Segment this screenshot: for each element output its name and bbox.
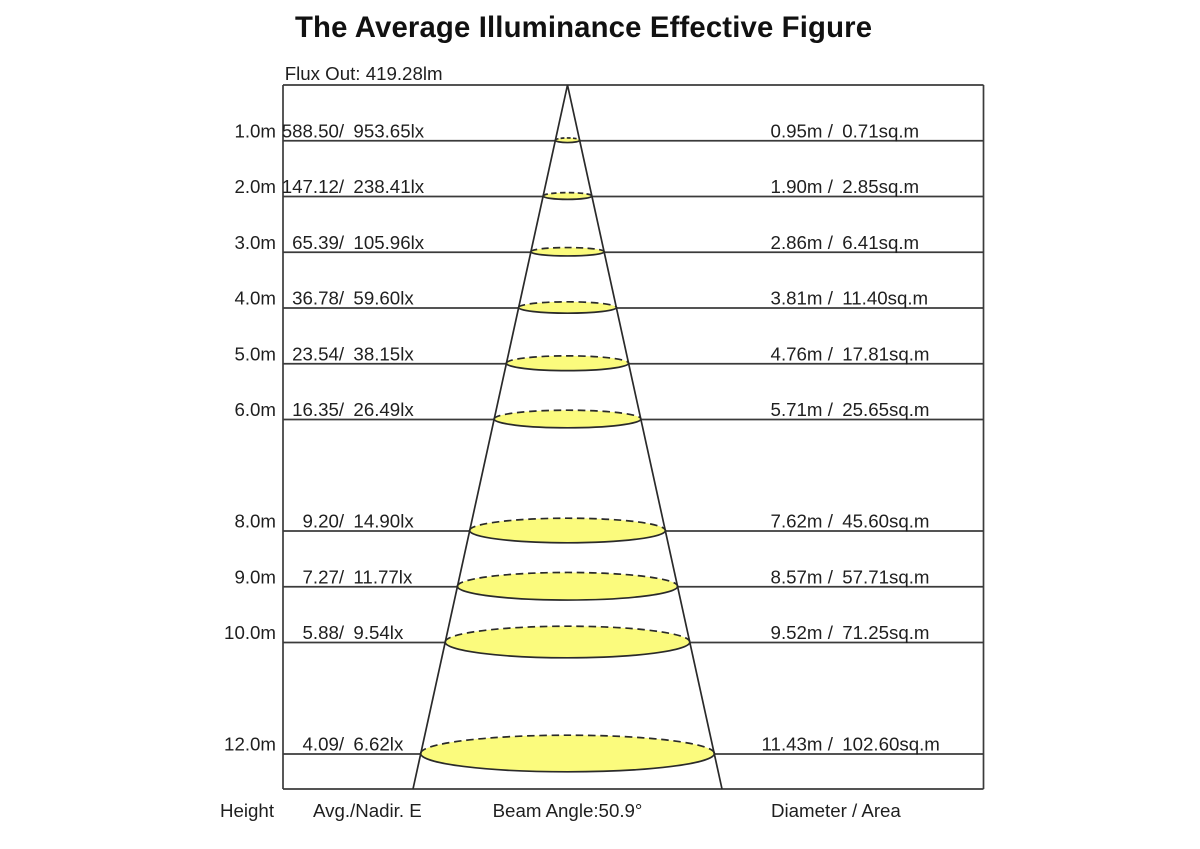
svg-text:5.71m: 5.71m — [771, 399, 823, 420]
svg-text:/ 11.77lx: / 11.77lx — [339, 566, 413, 587]
svg-text:The Average Illuminance Effect: The Average Illuminance Effective Figure — [295, 11, 872, 44]
svg-text:2.0m: 2.0m — [234, 176, 276, 197]
svg-text:/ 57.71sq.m: / 57.71sq.m — [828, 566, 930, 587]
svg-text:12.0m: 12.0m — [224, 734, 276, 755]
svg-text:/ 45.60sq.m: / 45.60sq.m — [828, 511, 930, 532]
svg-text:147.12: 147.12 — [282, 176, 339, 197]
svg-text:9.0m: 9.0m — [234, 566, 276, 587]
svg-text:7.27: 7.27 — [303, 566, 339, 587]
svg-text:65.39: 65.39 — [292, 232, 339, 253]
svg-text:3.81m: 3.81m — [771, 288, 823, 309]
svg-text:1.0m: 1.0m — [234, 120, 276, 141]
svg-text:7.62m: 7.62m — [771, 511, 823, 532]
svg-text:Diameter / Area: Diameter / Area — [771, 800, 901, 821]
svg-text:/ 105.96lx: / 105.96lx — [339, 232, 425, 253]
svg-text:/ 9.54lx: / 9.54lx — [339, 622, 404, 643]
svg-text:Avg./Nadir. E: Avg./Nadir. E — [313, 800, 422, 821]
svg-text:Height: Height — [220, 800, 275, 821]
svg-text:3.0m: 3.0m — [234, 232, 276, 253]
svg-text:/ 14.90lx: / 14.90lx — [339, 511, 414, 532]
svg-text:9.20: 9.20 — [303, 511, 339, 532]
svg-text:/ 6.62lx: / 6.62lx — [339, 734, 404, 755]
svg-text:/ 11.40sq.m: / 11.40sq.m — [828, 288, 928, 309]
svg-text:5.0m: 5.0m — [234, 343, 276, 364]
svg-text:/ 59.60lx: / 59.60lx — [339, 288, 414, 309]
svg-text:/ 2.85sq.m: / 2.85sq.m — [828, 176, 919, 197]
svg-text:36.78: 36.78 — [292, 288, 339, 309]
svg-text:4.0m: 4.0m — [234, 288, 276, 309]
svg-text:8.57m: 8.57m — [771, 566, 823, 587]
svg-text:/ 71.25sq.m: / 71.25sq.m — [828, 622, 930, 643]
svg-text:/ 953.65lx: / 953.65lx — [339, 120, 425, 141]
svg-text:6.0m: 6.0m — [234, 399, 276, 420]
svg-text:5.88: 5.88 — [303, 622, 339, 643]
svg-text:4.76m: 4.76m — [771, 343, 823, 364]
svg-text:8.0m: 8.0m — [234, 511, 276, 532]
svg-text:1.90m: 1.90m — [771, 176, 823, 197]
svg-text:2.86m: 2.86m — [771, 232, 823, 253]
svg-text:/ 25.65sq.m: / 25.65sq.m — [828, 399, 930, 420]
svg-text:/ 26.49lx: / 26.49lx — [339, 399, 414, 420]
svg-text:/ 102.60sq.m: / 102.60sq.m — [828, 734, 940, 755]
svg-text:10.0m: 10.0m — [224, 622, 276, 643]
svg-text:588.50: 588.50 — [282, 120, 339, 141]
svg-text:16.35: 16.35 — [292, 399, 339, 420]
svg-text:23.54: 23.54 — [292, 343, 339, 364]
svg-text:Beam Angle:50.9°: Beam Angle:50.9° — [493, 800, 643, 821]
svg-text:/ 238.41lx: / 238.41lx — [339, 176, 425, 197]
svg-text:Flux Out: 419.28lm: Flux Out: 419.28lm — [285, 63, 443, 84]
svg-text:/ 0.71sq.m: / 0.71sq.m — [828, 120, 919, 141]
svg-text:/ 6.41sq.m: / 6.41sq.m — [828, 232, 919, 253]
svg-text:0.95m: 0.95m — [771, 120, 823, 141]
svg-text:4.09: 4.09 — [303, 734, 339, 755]
svg-text:11.43m: 11.43m — [762, 734, 823, 755]
svg-text:/ 17.81sq.m: / 17.81sq.m — [828, 343, 930, 364]
svg-text:9.52m: 9.52m — [771, 622, 823, 643]
svg-text:/ 38.15lx: / 38.15lx — [339, 343, 414, 364]
